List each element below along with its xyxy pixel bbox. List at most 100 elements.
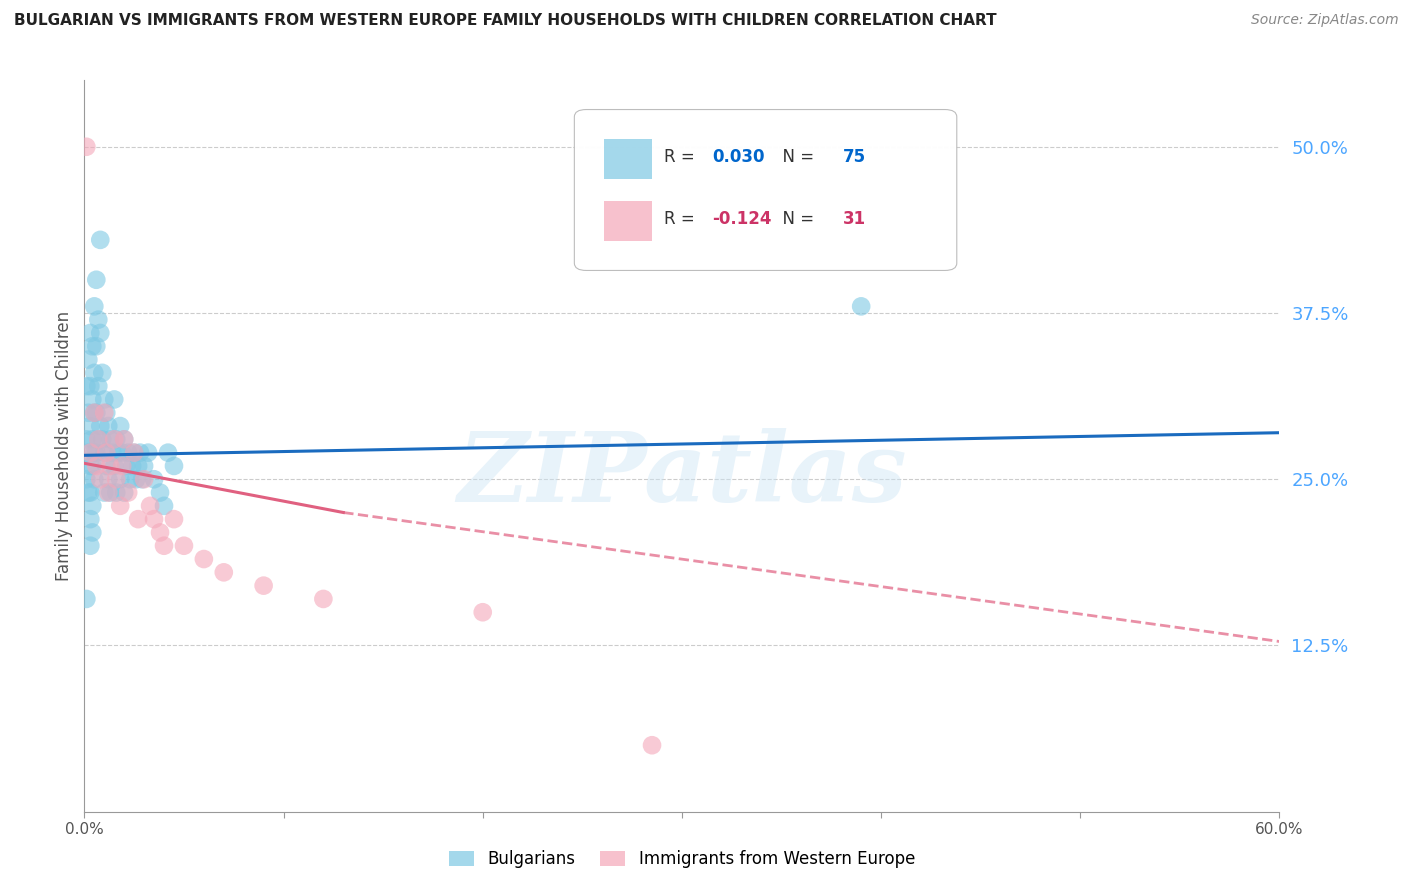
- Point: [79, 512, 101, 526]
- Point: [97, 419, 120, 434]
- Point: [117, 485, 139, 500]
- Point: [110, 499, 132, 513]
- Point: [98, 458, 121, 473]
- Point: [471, 605, 494, 619]
- Point: [93, 392, 115, 407]
- Point: [77, 485, 100, 500]
- Point: [93, 485, 115, 500]
- Point: [103, 392, 125, 407]
- Point: [87, 312, 110, 326]
- Text: 75: 75: [844, 148, 866, 166]
- Point: [97, 485, 120, 500]
- Point: [75, 472, 97, 486]
- Point: [101, 445, 124, 459]
- Point: [312, 591, 335, 606]
- Point: [82, 433, 104, 447]
- Point: [75, 140, 97, 154]
- Point: [111, 458, 134, 473]
- Point: [87, 433, 110, 447]
- Point: [79, 379, 101, 393]
- Point: [112, 485, 135, 500]
- Point: [89, 326, 111, 340]
- Point: [149, 485, 172, 500]
- Point: [83, 366, 105, 380]
- Point: [79, 539, 101, 553]
- Point: [112, 433, 135, 447]
- Text: 31: 31: [844, 211, 866, 228]
- Point: [79, 445, 101, 459]
- Point: [212, 566, 235, 580]
- Point: [149, 525, 172, 540]
- Text: -0.124: -0.124: [711, 211, 772, 228]
- Text: R =: R =: [664, 148, 700, 166]
- Point: [125, 472, 148, 486]
- Point: [120, 472, 142, 486]
- Point: [127, 512, 149, 526]
- Point: [153, 499, 176, 513]
- Point: [93, 445, 115, 459]
- Point: [96, 458, 118, 473]
- Point: [143, 512, 166, 526]
- Point: [163, 458, 186, 473]
- Point: [131, 472, 153, 486]
- Point: [153, 539, 176, 553]
- Point: [83, 299, 105, 313]
- Point: [115, 458, 138, 473]
- Text: 0.030: 0.030: [711, 148, 765, 166]
- Point: [96, 445, 118, 459]
- Text: N =: N =: [772, 211, 818, 228]
- Point: [75, 379, 97, 393]
- Point: [96, 406, 118, 420]
- Point: [98, 485, 121, 500]
- Point: [83, 406, 105, 420]
- Point: [117, 445, 139, 459]
- Point: [89, 419, 111, 434]
- Point: [122, 445, 145, 459]
- Point: [83, 406, 105, 420]
- Text: Source: ZipAtlas.com: Source: ZipAtlas.com: [1251, 13, 1399, 28]
- FancyBboxPatch shape: [574, 110, 956, 270]
- Point: [98, 433, 121, 447]
- Bar: [605, 201, 652, 241]
- Point: [143, 472, 166, 486]
- Point: [86, 339, 108, 353]
- Point: [129, 445, 152, 459]
- Point: [86, 458, 108, 473]
- Text: R =: R =: [664, 211, 700, 228]
- Point: [122, 445, 145, 459]
- Point: [77, 445, 100, 459]
- Point: [110, 419, 132, 434]
- Point: [82, 525, 104, 540]
- Point: [105, 433, 128, 447]
- Point: [82, 339, 104, 353]
- Point: [93, 406, 115, 420]
- Point: [163, 512, 186, 526]
- Point: [75, 433, 97, 447]
- Point: [132, 458, 156, 473]
- Point: [79, 458, 101, 473]
- Point: [110, 472, 132, 486]
- Point: [87, 379, 110, 393]
- Point: [79, 485, 101, 500]
- Point: [91, 366, 114, 380]
- Point: [849, 299, 872, 313]
- Point: [86, 445, 108, 459]
- Point: [103, 433, 125, 447]
- Point: [103, 458, 125, 473]
- Point: [82, 499, 104, 513]
- Point: [136, 445, 159, 459]
- Bar: [605, 139, 652, 179]
- Point: [157, 445, 180, 459]
- Point: [82, 392, 104, 407]
- Point: [82, 458, 104, 473]
- Point: [132, 472, 156, 486]
- Point: [193, 552, 215, 566]
- Point: [77, 406, 100, 420]
- Point: [97, 472, 120, 486]
- Text: BULGARIAN VS IMMIGRANTS FROM WESTERN EUROPE FAMILY HOUSEHOLDS WITH CHILDREN CORR: BULGARIAN VS IMMIGRANTS FROM WESTERN EUR…: [14, 13, 997, 29]
- Point: [641, 738, 664, 752]
- Point: [83, 472, 105, 486]
- Point: [77, 352, 100, 367]
- Point: [79, 326, 101, 340]
- Point: [112, 433, 135, 447]
